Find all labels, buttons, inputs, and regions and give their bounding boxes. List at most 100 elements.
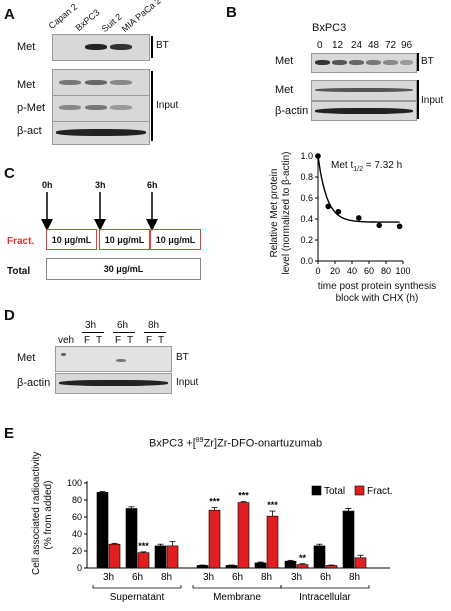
row-met-bt: Met (17, 41, 36, 53)
decay-xtick-label: 80 (381, 266, 391, 276)
d-row-met: Met (17, 352, 36, 364)
panel-c-arrows (41, 192, 158, 231)
lane-miapaca2: MIA PaCa 2 (119, 0, 163, 34)
legend-swatch-fract (354, 485, 365, 496)
e-ylabel: Cell associated radioactivity (% from add… (31, 451, 54, 575)
decay-xtick-label: 100 (395, 266, 410, 276)
d-veh: veh (58, 335, 75, 346)
blot-b-met-bt (311, 53, 417, 73)
d-lane-6: T (158, 335, 165, 346)
bar-fract (325, 565, 338, 569)
bar-fract (166, 545, 179, 569)
decay-ytick-label: 0.0 (300, 256, 313, 266)
bar-time-label: 8h (261, 572, 272, 583)
group-bracket (280, 585, 370, 589)
decay-ytick-label: 0.4 (300, 214, 313, 224)
b-time-96: 96 (401, 40, 413, 51)
b-time-72: 72 (385, 40, 397, 51)
b-row-bactin: β-actin (275, 105, 309, 117)
blot-a-met-input (52, 69, 150, 96)
blot-b-bactin (311, 101, 417, 121)
decay-xlabel: time post protein synthesis block with CH… (317, 281, 437, 304)
group-input-d: Input (176, 377, 199, 388)
bar-fract (266, 515, 279, 569)
decay-xtick-label: 40 (347, 266, 357, 276)
significance-label: *** (209, 497, 220, 507)
d-time-3h: 3h (85, 320, 97, 331)
blot-d-met (55, 346, 172, 372)
decay-point (396, 223, 403, 230)
row-met-input: Met (17, 79, 36, 91)
blot-a-met-bt (52, 34, 150, 61)
decay-plot: 0.0 0.2 0.4 0.6 0.8 1.0 0 20 40 60 80 100 (300, 151, 410, 276)
panel-e-label: E (4, 425, 15, 442)
c-time-3h: 3h (95, 180, 106, 190)
decay-annotation: Met t1/2 = 7.32 h (331, 160, 403, 173)
c-fract-dose-1: 10 μg/mL (46, 229, 97, 250)
bar-fract (137, 552, 150, 569)
significance-label: *** (138, 541, 149, 551)
group-bracket (92, 585, 182, 589)
bar-time-label: 6h (132, 572, 143, 583)
panel-a-label: A (4, 6, 15, 23)
b-time-48: 48 (368, 40, 380, 51)
decay-xtick-label: 60 (364, 266, 374, 276)
decay-xtick-label: 20 (330, 266, 340, 276)
d-lane-1: F (84, 335, 91, 346)
bar-fract (296, 564, 309, 569)
bar-total (96, 492, 109, 569)
bar-total (125, 508, 138, 569)
group-bracket (192, 585, 282, 589)
b-time-24: 24 (351, 40, 363, 51)
row-pmet: p-Met (17, 102, 46, 114)
significance-label: ** (299, 553, 307, 563)
panel-d-label: D (4, 307, 15, 324)
bar-time-label: 3h (103, 572, 114, 583)
bar-ytick-label: 20 (72, 546, 82, 556)
b-time-12: 12 (332, 40, 344, 51)
decay-point (335, 208, 342, 215)
significance-label: *** (238, 491, 249, 501)
decay-point (315, 153, 321, 159)
bar-ytick-label: 40 (72, 529, 82, 539)
decay-ytick-label: 0.2 (300, 235, 313, 245)
b-row-met-input: Met (275, 84, 294, 96)
bar-time-label: 8h (161, 572, 172, 583)
b-row-met-bt: Met (275, 55, 294, 67)
bar-time-label: 6h (320, 572, 331, 583)
bar-fract (208, 509, 221, 569)
legend-label-fract: Fract. (367, 486, 393, 497)
bar-time-label: 3h (291, 572, 302, 583)
lane-suit2: Suit 2 (99, 11, 124, 34)
b-time-0: 0 (317, 40, 323, 51)
group-bt-a: BT (156, 40, 169, 51)
significance-label: *** (267, 500, 278, 510)
group-label: Supernatant (110, 592, 165, 603)
d-lane-5: F (146, 335, 153, 346)
panel-b-label: B (226, 4, 237, 21)
group-input-a: Input (156, 100, 179, 111)
bar-ytick-label: 60 (72, 512, 82, 522)
decay-point (325, 203, 331, 210)
group-label: Intracellular (299, 592, 351, 603)
d-lane-4: T (127, 335, 134, 346)
bar-total (342, 510, 355, 569)
bar-ytick-label: 80 (72, 495, 82, 505)
d-lane-2: T (96, 335, 103, 346)
c-fract-dose-2: 10 μg/mL (99, 229, 150, 250)
bar-time-label: 6h (232, 572, 243, 583)
row-bact-a: β-act (17, 125, 42, 137)
legend-label-total: Total (324, 486, 345, 497)
decay-fit-curve (317, 155, 400, 223)
legend-swatch-total (311, 485, 322, 496)
group-label: Membrane (213, 592, 261, 603)
blot-d-bactin (55, 373, 172, 394)
bar-total (254, 562, 267, 569)
d-time-6h: 6h (117, 320, 129, 331)
decay-xtick-label: 0 (315, 266, 320, 276)
blot-a-bactin (52, 121, 150, 145)
group-bt-b: BT (421, 56, 434, 67)
group-bt-d: BT (176, 352, 189, 363)
bar-total (225, 565, 238, 569)
